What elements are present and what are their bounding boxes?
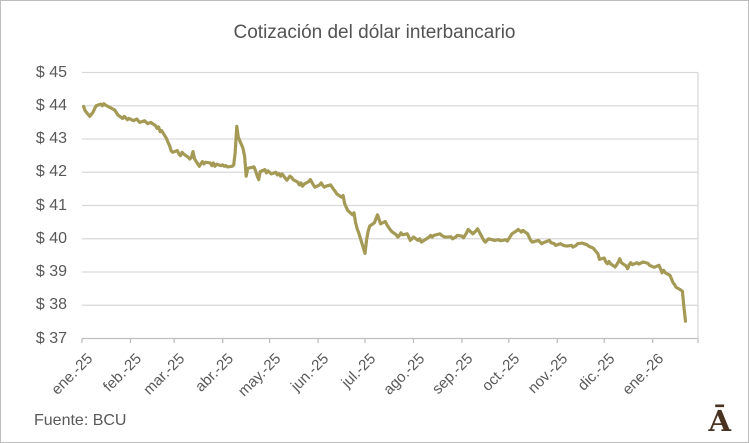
y-axis-label: $ 41 [35, 196, 67, 214]
y-axis-label: $ 37 [35, 329, 67, 347]
y-axis-label: $ 38 [35, 296, 67, 314]
chart-title: Cotización del dólar interbancario [233, 22, 516, 43]
y-axis-label: $ 40 [35, 229, 67, 247]
source-note: Fuente: BCU [34, 412, 127, 429]
y-axis-label: $ 44 [35, 96, 67, 114]
brand-logo-a-macron: Ā [708, 404, 731, 438]
y-axis-label: $ 39 [35, 263, 67, 280]
y-axis-label: $ 42 [35, 163, 67, 181]
y-axis-label: $ 43 [35, 130, 67, 147]
exchange-rate-line [82, 102, 688, 323]
y-axis-label: $ 45 [35, 63, 67, 81]
